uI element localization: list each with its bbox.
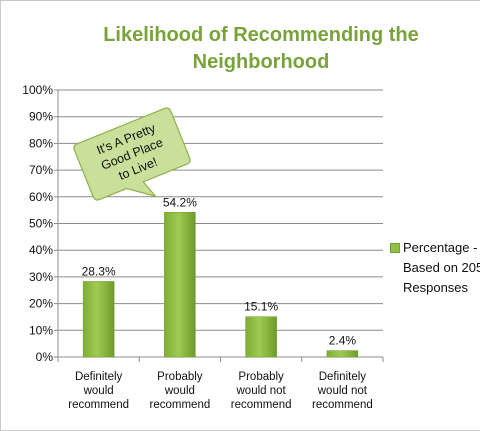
x-category-label: Probably	[238, 371, 284, 383]
callout-bubble	[73, 107, 191, 201]
y-tick-label: 20%	[29, 297, 53, 311]
chart-title-line-1: Likelihood of Recommending the	[103, 24, 419, 46]
x-category-label: would	[83, 385, 114, 397]
bar	[326, 350, 359, 358]
x-category-label: Probably	[157, 371, 203, 383]
x-category-label: would	[164, 385, 195, 397]
legend-label: Percentage - Based on 205 Responses	[403, 240, 480, 295]
data-label: 54.2%	[163, 195, 197, 209]
data-label: 28.3%	[82, 264, 116, 278]
x-category-label: would not	[317, 385, 368, 397]
y-tick-label: 80%	[29, 136, 53, 150]
bar	[164, 212, 196, 358]
x-category-label: recommend	[150, 399, 211, 411]
y-tick-label: 10%	[29, 323, 53, 337]
x-category-label: Definitely	[75, 371, 123, 383]
data-label: 2.4%	[329, 334, 357, 348]
x-category-label: recommend	[231, 399, 292, 411]
x-category-label: Definitely	[319, 371, 367, 383]
data-label: 15.1%	[244, 300, 278, 314]
y-tick-label: 70%	[29, 163, 53, 177]
y-tick-label: 100%	[22, 83, 53, 97]
chart-title-line-2: Neighborhood	[192, 51, 330, 73]
y-tick-label: 30%	[29, 270, 53, 284]
x-category-label: recommend	[312, 399, 373, 411]
bar	[245, 316, 277, 358]
y-tick-label: 50%	[29, 217, 53, 231]
legend-swatch	[390, 243, 400, 253]
y-tick-label: 60%	[29, 190, 53, 204]
y-tick-label: 0%	[36, 350, 54, 364]
x-category-label: recommend	[68, 399, 129, 411]
x-category-label: would not	[236, 385, 287, 397]
y-tick-label: 90%	[29, 110, 53, 124]
bar	[82, 281, 115, 358]
y-tick-label: 40%	[29, 243, 53, 257]
